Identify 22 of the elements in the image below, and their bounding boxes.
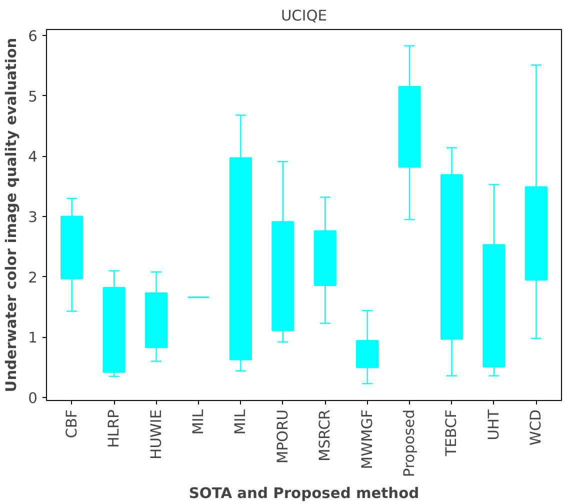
y-tick-label: 4 (28, 148, 38, 166)
x-tick-label: WCD (528, 409, 545, 446)
x-tick-label: MPORU (274, 409, 292, 464)
y-tick-label: 0 (28, 390, 38, 407)
y-tick-label: 2 (28, 269, 38, 286)
x-tick-label: HLRP (106, 409, 123, 448)
y-tick-label: 1 (28, 330, 38, 347)
y-axis-title: Underwater color image quality evaluation (3, 38, 20, 392)
x-axis-title: SOTA and Proposed method (188, 484, 420, 502)
y-tick-label: 6 (28, 28, 38, 46)
x-tick-label: Proposed (401, 409, 418, 477)
x-tick-label: UHT (485, 409, 502, 440)
x-tick-label: MIL (232, 408, 250, 435)
x-tick-label: TEBCF (443, 409, 460, 458)
x-tick-label: MSRCR (316, 409, 334, 462)
x-tick-label: MIL (190, 408, 207, 435)
x-tick-label: HUWIE (148, 409, 165, 460)
chart-title: UCIQE (280, 8, 328, 24)
x-tick-label: MWMGF (358, 409, 376, 470)
y-tick-label: 5 (28, 88, 38, 106)
y-tick-label: 3 (28, 209, 38, 226)
x-tick-label: CBF (63, 410, 80, 438)
